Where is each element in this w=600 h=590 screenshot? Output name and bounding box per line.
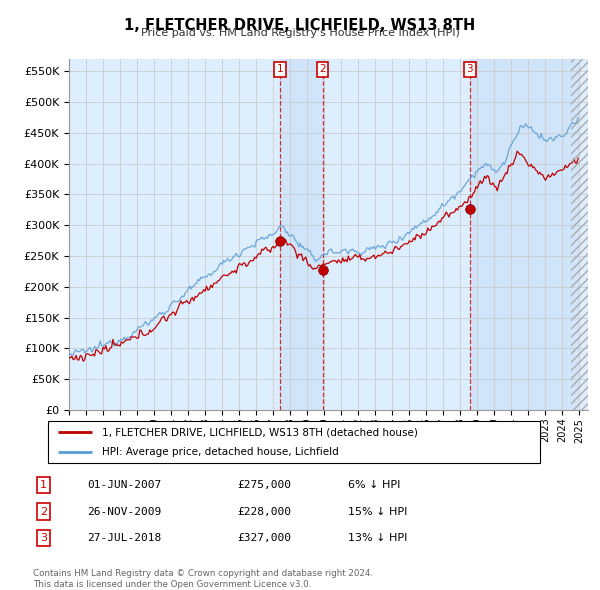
Text: 01-JUN-2007: 01-JUN-2007 [87,480,161,490]
Bar [470,59,580,410]
Text: £228,000: £228,000 [237,507,291,516]
Text: 1: 1 [40,480,47,490]
Text: 3: 3 [467,64,473,74]
Text: 2: 2 [40,507,47,516]
Text: Price paid vs. HM Land Registry's House Price Index (HPI): Price paid vs. HM Land Registry's House … [140,28,460,38]
Text: 1: 1 [277,64,284,74]
Text: HPI: Average price, detached house, Lichfield: HPI: Average price, detached house, Lich… [102,447,339,457]
Bar [571,59,588,410]
Text: £275,000: £275,000 [237,480,291,490]
Text: 13% ↓ HPI: 13% ↓ HPI [348,533,407,543]
Bar [280,59,323,410]
Text: £327,000: £327,000 [237,533,291,543]
Text: 26-NOV-2009: 26-NOV-2009 [87,507,161,516]
Text: 15% ↓ HPI: 15% ↓ HPI [348,507,407,516]
Text: 1, FLETCHER DRIVE, LICHFIELD, WS13 8TH (detached house): 1, FLETCHER DRIVE, LICHFIELD, WS13 8TH (… [102,427,418,437]
Text: 27-JUL-2018: 27-JUL-2018 [87,533,161,543]
FancyBboxPatch shape [48,421,540,463]
Text: 6% ↓ HPI: 6% ↓ HPI [348,480,400,490]
Text: 1, FLETCHER DRIVE, LICHFIELD, WS13 8TH: 1, FLETCHER DRIVE, LICHFIELD, WS13 8TH [124,18,476,32]
Text: Contains HM Land Registry data © Crown copyright and database right 2024.
This d: Contains HM Land Registry data © Crown c… [33,569,373,589]
Text: 3: 3 [40,533,47,543]
Text: 2: 2 [319,64,326,74]
